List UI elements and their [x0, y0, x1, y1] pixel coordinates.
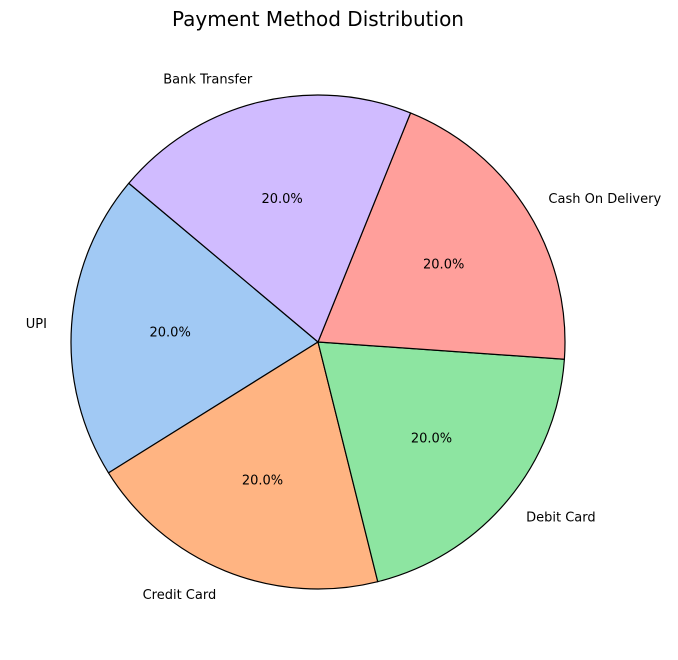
pie-labels: 20.0% UPI 20.0% Credit Card 20.0% Debit Card 2… [26, 72, 662, 603]
pie-category-label-debit-card: Debit Card [526, 511, 596, 526]
chart-title: Payment Method Distribution [172, 7, 464, 31]
pie-percent-label-upi: 20.0% [150, 326, 191, 341]
pie-percent-label-credit-card: 20.0% [242, 473, 283, 488]
pie-percent-label-cash-on-delivery: 20.0% [423, 257, 464, 272]
pie-slice-debit-card [317, 341, 565, 583]
pie-slices [70, 94, 566, 590]
pie-category-label-credit-card: Credit Card [143, 588, 217, 603]
pie-category-label-cash-on-delivery: Cash On Delivery [548, 192, 661, 207]
pie-percent-label-bank-transfer: 20.0% [261, 192, 302, 207]
pie-slice-cash-on-delivery [317, 112, 566, 360]
pie-category-label-bank-transfer: Bank Transfer [163, 72, 253, 87]
pie-slice-credit-card [107, 341, 379, 590]
pie-category-label-upi: UPI [26, 317, 47, 332]
pie-slice-upi [70, 182, 319, 474]
pie-percent-label-debit-card: 20.0% [411, 431, 452, 446]
pie-slice-bank-transfer [128, 94, 412, 343]
